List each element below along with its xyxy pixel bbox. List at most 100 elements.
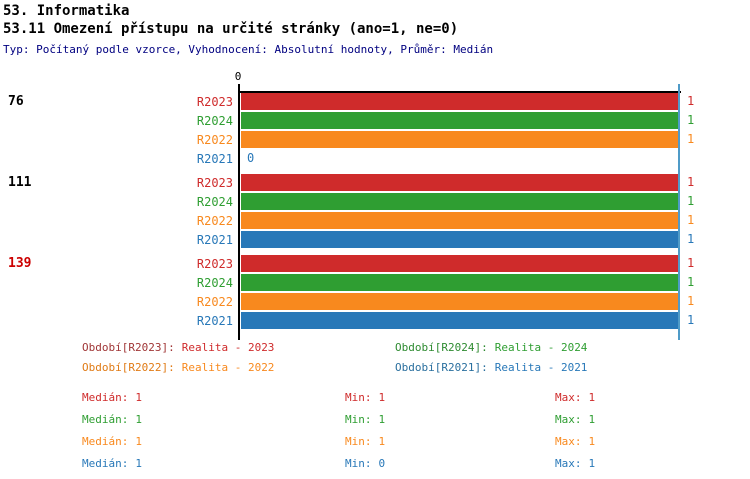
group-count-label: 111 <box>8 175 32 190</box>
median-marker-line <box>678 84 680 340</box>
bar-track <box>241 112 678 129</box>
stat-min-label: Min: <box>345 435 372 448</box>
stat-min: Min: 1 <box>345 391 555 413</box>
chart-subtitle: 53.11 Omezení přístupu na určité stránky… <box>3 21 459 37</box>
bar <box>241 93 678 110</box>
bar-track <box>241 212 678 229</box>
stat-median: Medián: 1 <box>82 457 345 479</box>
bar <box>241 312 678 329</box>
legend-value: Realita - 2022 <box>181 361 275 374</box>
bar-value-label: 1 <box>687 313 695 327</box>
series-label: R2024 <box>196 275 233 290</box>
bar-row: R2024 1 <box>0 274 750 291</box>
stat-median-value: 1 <box>135 457 142 470</box>
stat-max-value: 1 <box>588 413 596 426</box>
page-title: 53. Informatika <box>3 3 130 19</box>
legend-value: Realita - 2021 <box>494 361 588 374</box>
series-label: R2023 <box>196 256 233 271</box>
bar-row: R2022 1 <box>0 293 750 310</box>
bar <box>241 131 678 148</box>
stat-min-label: Min: <box>345 413 372 426</box>
series-label: R2024 <box>196 113 233 128</box>
stat-max-label: Max: <box>555 391 582 404</box>
series-label: R2023 <box>196 94 233 109</box>
stats-table: Medián: 1 Min: 1 Max: 1 Medián: 1 Min: 1 Max: 1 Medi… <box>82 391 595 479</box>
bar <box>241 174 678 191</box>
bar-row: R2024 1 <box>0 112 750 129</box>
y-axis-line <box>238 84 240 340</box>
bar-track: 0 <box>241 150 678 167</box>
legend-label: Období[R2022]: <box>82 361 175 374</box>
stat-median: Medián: 1 <box>82 391 345 413</box>
stat-min-value: 1 <box>378 413 386 426</box>
bar <box>241 274 678 291</box>
stat-min: Min: 1 <box>345 435 555 457</box>
stat-median-label: Medián: <box>82 391 129 404</box>
stat-max: Max: 1 <box>555 457 595 479</box>
bar <box>241 212 678 229</box>
bar-value-label: 1 <box>687 294 695 308</box>
stat-median-label: Medián: <box>82 435 129 448</box>
series-label: R2024 <box>196 194 233 209</box>
bar-row: R2021 1 <box>0 312 750 329</box>
series-label: R2022 <box>196 294 233 309</box>
series-label: R2021 <box>196 313 233 328</box>
stat-min-value: 1 <box>378 435 386 448</box>
bar-track <box>241 131 678 148</box>
bar-value-label: 1 <box>687 232 695 246</box>
bar-value-label: 0 <box>247 151 255 165</box>
bar-track <box>241 255 678 272</box>
chart-meta-line: Typ: Počítaný podle vzorce, Vyhodnocení:… <box>3 43 494 56</box>
bar-row: R2021 1 <box>0 231 750 248</box>
bar-value-label: 1 <box>687 132 695 146</box>
stat-max-label: Max: <box>555 435 582 448</box>
bar-track <box>241 312 678 329</box>
bar <box>241 231 678 248</box>
bar <box>241 112 678 129</box>
series-label: R2021 <box>196 151 233 166</box>
bar-value-label: 1 <box>687 213 695 227</box>
legend-label: Období[R2024]: <box>395 341 488 354</box>
legend-item: Období[R2021]: Realita - 2021 <box>395 361 587 381</box>
stat-min-label: Min: <box>345 457 372 470</box>
stat-max: Max: 1 <box>555 391 595 413</box>
series-label: R2021 <box>196 232 233 247</box>
stat-min: Min: 1 <box>345 413 555 435</box>
bar-value-label: 1 <box>687 275 695 289</box>
legend-label: Období[R2023]: <box>82 341 175 354</box>
bar-track <box>241 274 678 291</box>
bar-row: 111 R2023 1 <box>0 174 750 191</box>
legend-value: Realita - 2024 <box>494 341 588 354</box>
bar-row: 139 R2023 1 <box>0 255 750 272</box>
bar <box>241 255 678 272</box>
stat-min: Min: 0 <box>345 457 555 479</box>
bar-group: 139 R2023 1 R2024 1 R2022 1 R2021 1 <box>0 255 750 329</box>
series-label: R2022 <box>196 132 233 147</box>
legend-item: Období[R2023]: Realita - 2023 <box>82 341 395 361</box>
legend-item: Období[R2022]: Realita - 2022 <box>82 361 395 381</box>
stat-median-label: Medián: <box>82 457 129 470</box>
x-axis-origin-label: 0 <box>234 70 242 83</box>
bar-track <box>241 193 678 210</box>
bar-group: 111 R2023 1 R2024 1 R2022 1 R2021 1 <box>0 174 750 248</box>
stat-min-label: Min: <box>345 391 372 404</box>
stat-max-label: Max: <box>555 457 582 470</box>
stat-max: Max: 1 <box>555 413 595 435</box>
group-count-label: 139 <box>8 256 32 271</box>
stat-max-value: 1 <box>588 435 596 448</box>
bar-row: R2022 1 <box>0 212 750 229</box>
bar-track <box>241 174 678 191</box>
bar-value-label: 1 <box>687 175 695 189</box>
stat-max-value: 1 <box>588 457 596 470</box>
stat-max-label: Max: <box>555 413 582 426</box>
stat-min-value: 0 <box>378 457 386 470</box>
stat-median-value: 1 <box>135 391 142 404</box>
series-label: R2022 <box>196 213 233 228</box>
series-label: R2023 <box>196 175 233 190</box>
chart-groups: 76 R2023 1 R2024 1 R2022 1 R2021 0 111 R2023 1 R2024… <box>0 93 750 336</box>
stat-max: Max: 1 <box>555 435 595 457</box>
bar-row: R2024 1 <box>0 193 750 210</box>
bar-value-label: 1 <box>687 256 695 270</box>
stat-min-value: 1 <box>378 391 386 404</box>
stat-max-value: 1 <box>588 391 596 404</box>
